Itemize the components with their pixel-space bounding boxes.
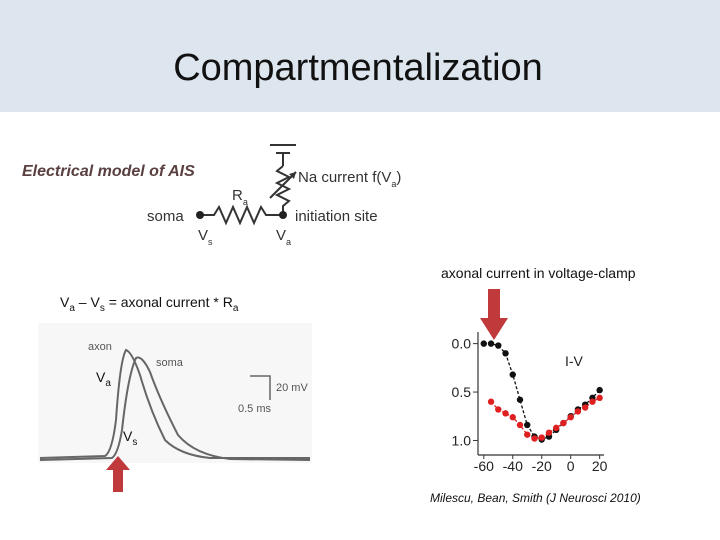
data-point — [502, 350, 509, 357]
data-point — [560, 419, 567, 427]
data-point — [524, 431, 531, 438]
axon-label: axon — [88, 341, 112, 353]
citation: Milescu, Bean, Smith (J Neurosci 2010) — [430, 491, 641, 505]
initiation-node — [279, 211, 287, 219]
resistor-label: Ra — [232, 187, 248, 207]
initiation-label: initiation site — [295, 208, 378, 225]
data-point — [480, 340, 487, 347]
slide-title: Compartmentalization — [173, 47, 543, 89]
data-point — [545, 429, 553, 436]
trace-panel — [38, 323, 312, 463]
na-current-label: Na current f(Va) — [298, 169, 401, 189]
data-point — [581, 404, 589, 411]
data-point — [516, 396, 524, 403]
data-point — [516, 421, 524, 429]
data-point — [596, 394, 603, 402]
soma-node — [196, 211, 204, 219]
data-point — [589, 398, 596, 405]
data-point — [531, 435, 538, 442]
data-point — [574, 408, 582, 415]
circuit — [200, 144, 297, 226]
data-point — [524, 421, 531, 429]
va-trace-label: Va — [96, 369, 111, 389]
va-label: Va — [276, 227, 291, 247]
x-tick-label: -20 — [532, 458, 552, 474]
traces — [39, 348, 311, 461]
data-point — [596, 386, 603, 394]
data-point — [553, 424, 560, 432]
equation: Va – Vs = axonal current * Ra — [60, 294, 239, 314]
data-point — [502, 410, 509, 417]
clamp-caption: axonal current in voltage-clamp — [441, 265, 636, 281]
data-point — [495, 406, 502, 413]
variable-arrow — [289, 172, 296, 179]
vs-label: Vs — [198, 227, 213, 247]
scale-v: 20 mV — [276, 382, 308, 394]
data-point — [487, 398, 495, 405]
data-point — [509, 371, 516, 378]
y-tick-label: 0.5 — [452, 384, 472, 400]
y-tick-label: 1.0 — [452, 432, 472, 448]
iv-chart: I-V 0.0 0.5 1.0-60 -40 -20 0 20 — [452, 332, 608, 474]
down-arrow — [480, 289, 508, 340]
x-tick-label: 20 — [592, 458, 608, 474]
y-tick-label: 0.0 — [452, 336, 472, 352]
data-point — [495, 342, 502, 349]
series-line — [490, 397, 600, 440]
model-heading: Electrical model of AIS — [22, 163, 195, 180]
chart-title: I-V — [565, 353, 584, 369]
x-tick-label: -60 — [474, 458, 494, 474]
up-arrow — [106, 456, 130, 492]
data-point — [538, 434, 545, 441]
data-point — [567, 414, 574, 421]
data-point — [509, 414, 516, 421]
header-band — [0, 0, 720, 112]
soma-trace-label: soma — [156, 357, 184, 369]
scale-t: 0.5 ms — [238, 403, 272, 415]
data-point — [487, 340, 495, 347]
vs-trace-label: Vs — [123, 428, 137, 448]
soma-label: soma — [147, 208, 184, 225]
x-tick-label: 0 — [567, 458, 575, 474]
x-tick-label: -40 — [503, 458, 523, 474]
